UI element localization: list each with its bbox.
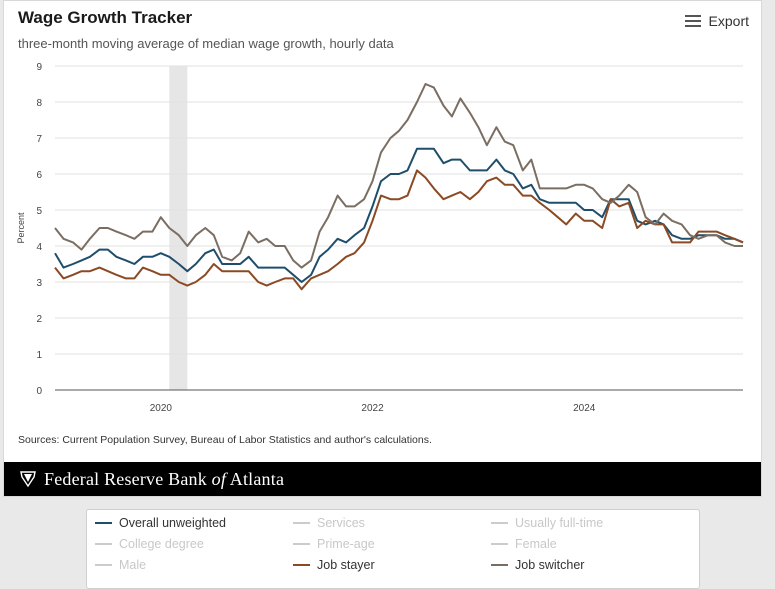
eagle-seal-icon <box>20 471 36 488</box>
legend-swatch <box>491 522 508 524</box>
y-tick-label: 3 <box>36 278 42 289</box>
legend-label: Prime-age <box>317 537 375 551</box>
series-line-job-switcher <box>54 83 743 269</box>
y-tick-label: 2 <box>36 314 42 325</box>
chart-legend: Overall unweighted Services Usually full-t… <box>86 509 700 589</box>
chart-subtitle: three-month moving average of median wag… <box>18 36 394 51</box>
legend-swatch <box>491 564 508 566</box>
legend-item-overall-unweighted[interactable]: Overall unweighted <box>95 516 226 530</box>
legend-swatch <box>293 564 310 566</box>
recession-shading <box>169 66 188 390</box>
legend-label: Services <box>317 516 365 530</box>
x-tick-label: 2022 <box>361 403 384 411</box>
legend-item-job-switcher[interactable]: Job switcher <box>491 558 584 572</box>
y-tick-label: 9 <box>36 62 42 73</box>
y-tick-label: 0 <box>36 386 42 397</box>
legend-item-male[interactable]: Male <box>95 558 146 572</box>
legend-label: Overall unweighted <box>119 516 227 530</box>
legend-swatch <box>293 543 310 545</box>
legend-label: Female <box>515 537 557 551</box>
legend-item-job-stayer[interactable]: Job stayer <box>293 558 375 572</box>
legend-item-services[interactable]: Services <box>293 516 365 530</box>
legend-swatch <box>293 522 310 524</box>
line-chart: 0 1 2 3 4 5 6 7 8 9 2020 2022 2024 Percent <box>16 62 744 411</box>
series-line-overall-unweighted <box>54 147 744 283</box>
legend-label: College degree <box>119 537 204 551</box>
legend-swatch <box>95 522 112 524</box>
legend-label: Job switcher <box>515 558 585 572</box>
legend-item-college-degree[interactable]: College degree <box>95 537 204 551</box>
y-tick-label: 4 <box>36 242 42 253</box>
x-tick-label: 2024 <box>573 403 596 411</box>
y-tick-label: 8 <box>36 98 42 109</box>
sources-note: Sources: Current Population Survey, Bure… <box>18 434 432 446</box>
y-tick-label: 6 <box>36 170 42 181</box>
series-line-job-stayer <box>54 169 744 291</box>
chart-title: Wage Growth Tracker <box>18 8 193 27</box>
y-tick-label: 7 <box>36 134 42 145</box>
legend-label: Male <box>119 558 147 572</box>
chart-card: Wage Growth Tracker three-month moving a… <box>3 0 762 497</box>
menu-icon <box>684 14 701 28</box>
legend-swatch <box>95 543 112 545</box>
footer-bar: Federal Reserve Bank of Atlanta <box>4 462 761 496</box>
legend-label: Job stayer <box>317 558 375 572</box>
legend-label: Usually full-time <box>515 516 604 530</box>
y-tick-label: 1 <box>36 350 42 361</box>
legend-item-usually-full-time[interactable]: Usually full-time <box>491 516 603 530</box>
export-label: Export <box>708 13 749 29</box>
y-tick-label: 5 <box>36 206 42 217</box>
bank-name: Federal Reserve Bank of Atlanta <box>44 468 285 489</box>
export-button[interactable]: Export <box>684 13 749 29</box>
legend-item-female[interactable]: Female <box>491 537 557 551</box>
x-tick-label: 2020 <box>150 403 173 411</box>
legend-swatch <box>95 564 112 566</box>
y-axis-label: Percent <box>16 212 26 244</box>
legend-item-prime-age[interactable]: Prime-age <box>293 537 375 551</box>
legend-swatch <box>491 543 508 545</box>
